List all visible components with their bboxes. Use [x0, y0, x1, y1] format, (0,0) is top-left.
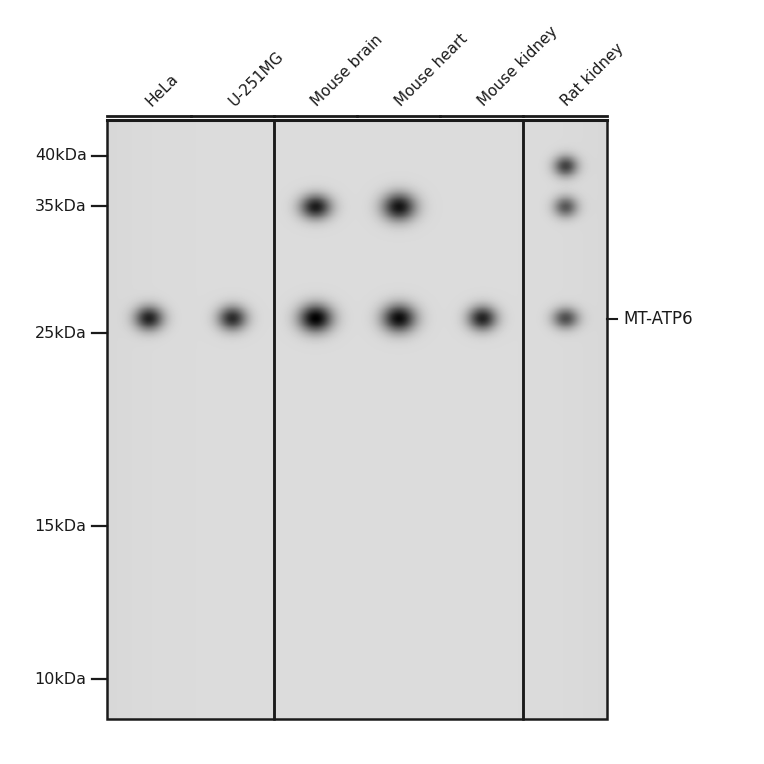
Text: 35kDa: 35kDa	[35, 199, 86, 214]
Text: HeLa: HeLa	[143, 70, 181, 108]
Text: 25kDa: 25kDa	[35, 325, 86, 341]
Bar	[523, 120, 607, 719]
Text: Mouse brain: Mouse brain	[309, 32, 386, 108]
Text: 40kDa: 40kDa	[35, 148, 86, 163]
Text: Mouse kidney: Mouse kidney	[475, 24, 561, 108]
Text: U-251MG: U-251MG	[226, 48, 286, 108]
Text: Mouse heart: Mouse heart	[392, 31, 470, 108]
Text: Rat kidney: Rat kidney	[558, 40, 626, 108]
Bar	[274, 120, 523, 719]
Text: 15kDa: 15kDa	[34, 519, 86, 533]
Bar	[108, 120, 274, 719]
Text: 10kDa: 10kDa	[34, 672, 86, 687]
Text: MT-ATP6: MT-ATP6	[623, 309, 693, 328]
